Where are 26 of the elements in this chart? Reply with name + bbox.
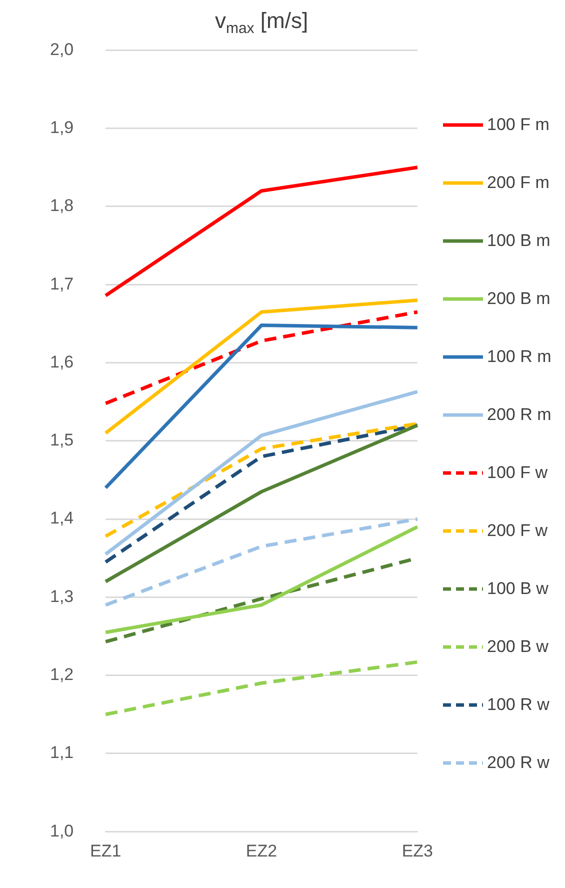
y-tick-label: 1,1	[50, 743, 74, 762]
y-tick-label: 2,0	[50, 40, 74, 59]
x-tick-label: EZ2	[246, 841, 278, 860]
legend-label: 100 B m	[487, 231, 550, 251]
legend-label: 200 F m	[487, 173, 550, 193]
y-tick-label: 1,5	[50, 430, 74, 450]
y-tick-label: 1,4	[50, 508, 74, 528]
y-tick-label: 1,8	[50, 196, 74, 216]
legend-label: 100 F m	[487, 115, 550, 135]
legend-label: 100 R m	[487, 347, 552, 367]
legend-label: 200 R m	[487, 405, 552, 425]
y-tick-label: 1,7	[50, 274, 74, 294]
legend-label: 200 B m	[487, 289, 550, 309]
x-tick-label: EZ3	[402, 841, 434, 860]
legend-label: 200 F w	[487, 521, 548, 541]
legend-label: 100 B w	[487, 579, 548, 599]
x-tick-label: EZ1	[90, 841, 122, 860]
y-tick-label: 1,6	[50, 352, 74, 372]
y-tick-label: 1,0	[50, 821, 74, 840]
legend-label: 100 F w	[487, 463, 548, 483]
y-tick-label: 1,3	[50, 586, 74, 606]
legend-label: 100 R w	[487, 695, 550, 715]
legend-label: 200 R w	[487, 753, 550, 773]
legend-label: 200 B w	[487, 637, 548, 657]
y-tick-label: 1,9	[50, 118, 74, 138]
y-tick-label: 1,2	[50, 665, 74, 684]
